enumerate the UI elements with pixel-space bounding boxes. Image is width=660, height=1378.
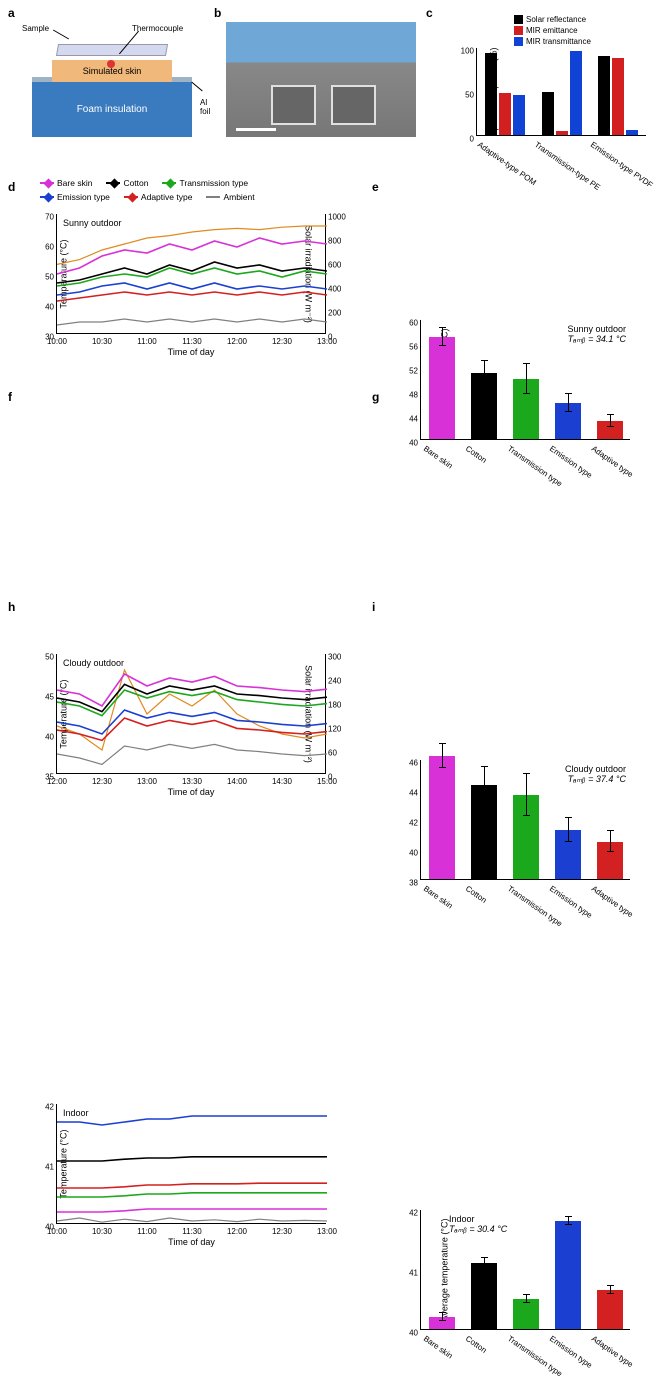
bar — [429, 756, 454, 879]
bar — [542, 92, 554, 135]
bar — [429, 337, 454, 439]
bar — [556, 131, 568, 135]
panel-e-chart: Average temperature (°C) Sunny outdoor T… — [420, 320, 630, 440]
tamb-i: Tₐₘᵦ = 30.4 °C — [449, 1224, 507, 1235]
label-b: b — [214, 6, 221, 20]
scale-bar — [236, 128, 276, 131]
bar — [570, 51, 582, 135]
bar — [612, 58, 624, 135]
bar — [626, 130, 638, 135]
cond-e: Sunny outdoor — [567, 324, 626, 334]
label-e: e — [372, 180, 379, 194]
tamb-g: Tₐₘᵦ = 37.4 °C — [565, 774, 626, 785]
bar — [471, 1263, 496, 1329]
tamb-e: Tₐₘᵦ = 34.1 °C — [567, 334, 626, 345]
series-legend: Bare skinCottonTransmission typeEmission… — [40, 178, 320, 202]
panel-b-photo — [226, 22, 416, 137]
ylabel-i: Average temperature (°C) — [439, 1218, 449, 1321]
label-i: i — [372, 600, 375, 614]
cond-g: Cloudy outdoor — [565, 764, 626, 774]
panel-d-chart: Temperature (°C) Solar irradiation (W m⁻… — [56, 214, 326, 334]
bar — [555, 1221, 580, 1329]
bar — [513, 95, 525, 135]
thermocouple-dot — [107, 60, 115, 68]
bar — [597, 1290, 622, 1329]
bar — [598, 56, 610, 135]
panel-c-barchart: Solar reflectanceMIR emittanceMIR transm… — [466, 14, 636, 102]
bar — [513, 1299, 538, 1329]
bar — [499, 93, 511, 135]
label-h: h — [8, 600, 15, 614]
panel-h-chart: Temperature (°C) Time of day Indoor 4041… — [56, 1104, 326, 1224]
sample-film — [56, 44, 168, 56]
sample-label: Sample — [22, 24, 49, 33]
panel-f-chart: Temperature (°C) Solar irradiation (W m⁻… — [56, 654, 326, 774]
thermocouple-label: Thermocouple — [132, 24, 183, 33]
panel-i-chart: Average temperature (°C) Indoor Tₐₘᵦ = 3… — [420, 1210, 630, 1330]
label-d: d — [8, 180, 15, 194]
cond-i: Indoor — [449, 1214, 507, 1224]
label-g: g — [372, 390, 379, 404]
xlabel-f: Time of day — [168, 787, 215, 797]
alfoil-label: Al foil — [200, 98, 210, 116]
bar — [485, 53, 497, 135]
label-f: f — [8, 390, 12, 404]
foam-block: Foam insulation — [32, 82, 192, 137]
panel-a-schematic: Foam insulation Simulated skin Sample Th… — [22, 22, 202, 142]
label-a: a — [8, 6, 15, 20]
label-c: c — [426, 6, 433, 20]
panel-g-chart: Average temperature (°C) Cloudy outdoor … — [420, 760, 630, 880]
xlabel-h: Time of day — [168, 1237, 215, 1247]
xlabel-d: Time of day — [168, 347, 215, 357]
